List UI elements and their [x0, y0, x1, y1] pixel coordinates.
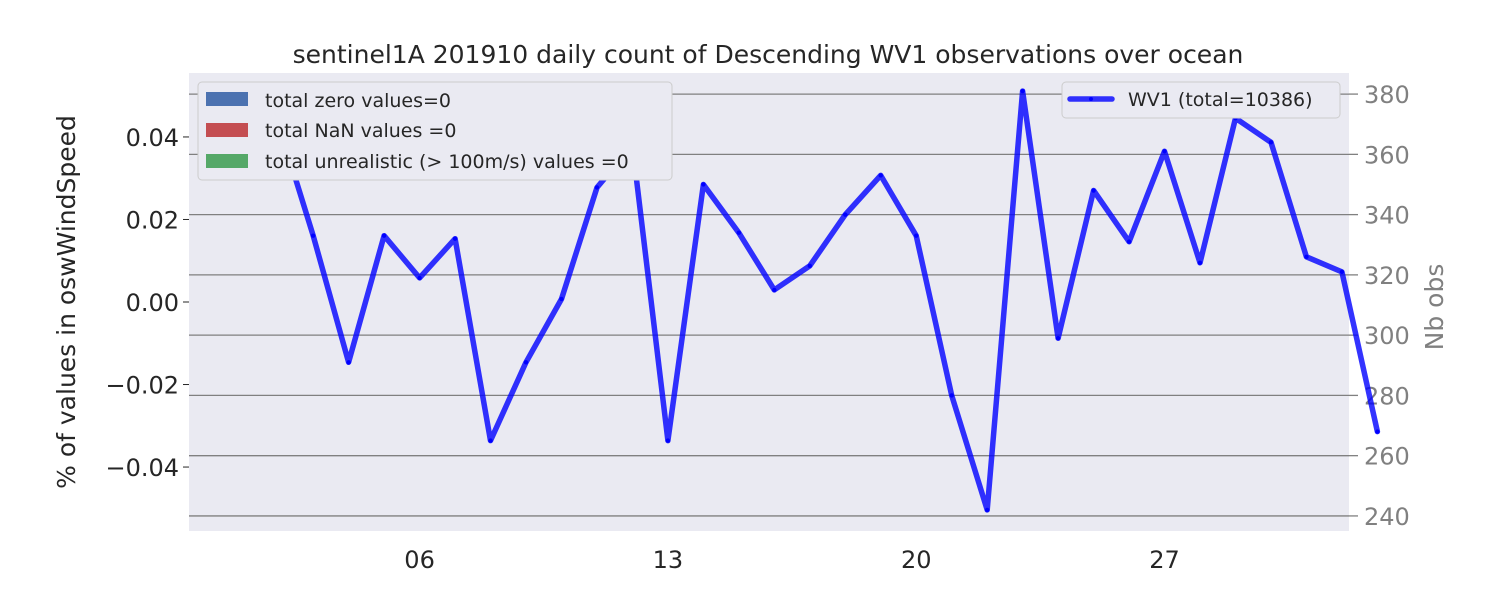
series-point — [559, 296, 564, 302]
series-point — [807, 263, 812, 269]
x-tick-label: 20 — [901, 546, 932, 574]
series-point — [665, 438, 671, 443]
series-point — [523, 360, 529, 365]
legend-swatch-unrealistic — [206, 154, 248, 168]
series-point — [1375, 429, 1380, 434]
legend-label-wv1: WV1 (total=10386) — [1128, 89, 1313, 111]
x-tick-label: 13 — [653, 546, 684, 574]
x-tick-label: 27 — [1149, 546, 1180, 574]
series-point — [701, 182, 706, 187]
series-point — [1268, 140, 1274, 145]
left-legend: total zero values=0 total NaN values =0 … — [197, 81, 673, 181]
legend-label-nan: total NaN values =0 — [265, 120, 456, 142]
series-point — [772, 287, 777, 293]
series-point — [914, 233, 919, 238]
series-point — [843, 212, 848, 217]
right-tick-label: 320 — [1364, 262, 1410, 290]
series-point — [1339, 269, 1345, 275]
series-point — [1126, 239, 1132, 244]
series-point — [452, 236, 458, 241]
left-tick-label: 0.04 — [126, 124, 179, 152]
series-point — [346, 360, 351, 365]
legend-label-unrealistic: total unrealistic (> 100m/s) values =0 — [265, 151, 629, 173]
series-point — [878, 173, 883, 178]
x-axis-ticks: 06 13 20 27 — [404, 546, 1180, 574]
legend-marker-wv1 — [1089, 97, 1093, 101]
series-point — [488, 438, 493, 443]
legend-swatch-zero — [206, 92, 248, 106]
series-point — [1197, 260, 1203, 266]
y-axis-label-left: % of values in oswWindSpeed — [52, 115, 81, 489]
right-tick-label: 260 — [1364, 443, 1410, 471]
right-legend-box — [1061, 81, 1341, 119]
right-grid-lines — [189, 93, 1349, 517]
x-tick-label: 06 — [404, 546, 435, 574]
left-tick-label: −0.04 — [105, 454, 179, 482]
series-point — [984, 507, 990, 513]
series-point — [1091, 188, 1096, 193]
y-axis-label-right: Nb obs — [1420, 264, 1449, 351]
series-point — [949, 393, 954, 398]
left-tick-label: 0.02 — [126, 206, 179, 234]
series-point — [1020, 88, 1025, 94]
series-point — [594, 185, 600, 190]
left-tick-label: −0.02 — [105, 372, 179, 400]
series-point — [310, 233, 316, 238]
right-legend: WV1 (total=10386) — [1061, 81, 1341, 119]
legend-swatch-nan — [206, 123, 248, 137]
series-point — [1162, 149, 1167, 154]
series-point — [381, 233, 387, 238]
left-tick-label: 0.00 — [126, 289, 179, 317]
left-axis-ticks: −0.04 −0.02 0.00 0.02 0.04 — [105, 124, 189, 482]
right-tick-label: 340 — [1364, 202, 1410, 230]
right-tick-label: 240 — [1364, 503, 1410, 531]
series-point — [1055, 335, 1061, 341]
series-point — [736, 230, 742, 235]
series-point — [1304, 254, 1309, 260]
series-layer — [274, 88, 1381, 513]
series-line-wv1 — [274, 88, 1381, 513]
legend-label-zero: total zero values=0 — [265, 90, 451, 112]
chart-title: sentinel1A 201910 daily count of Descend… — [293, 40, 1244, 69]
series-point — [417, 275, 422, 281]
right-tick-label: 380 — [1364, 81, 1410, 109]
right-tick-label: 360 — [1364, 141, 1410, 169]
right-tick-label: 300 — [1364, 322, 1410, 350]
left-legend-box — [197, 81, 673, 181]
